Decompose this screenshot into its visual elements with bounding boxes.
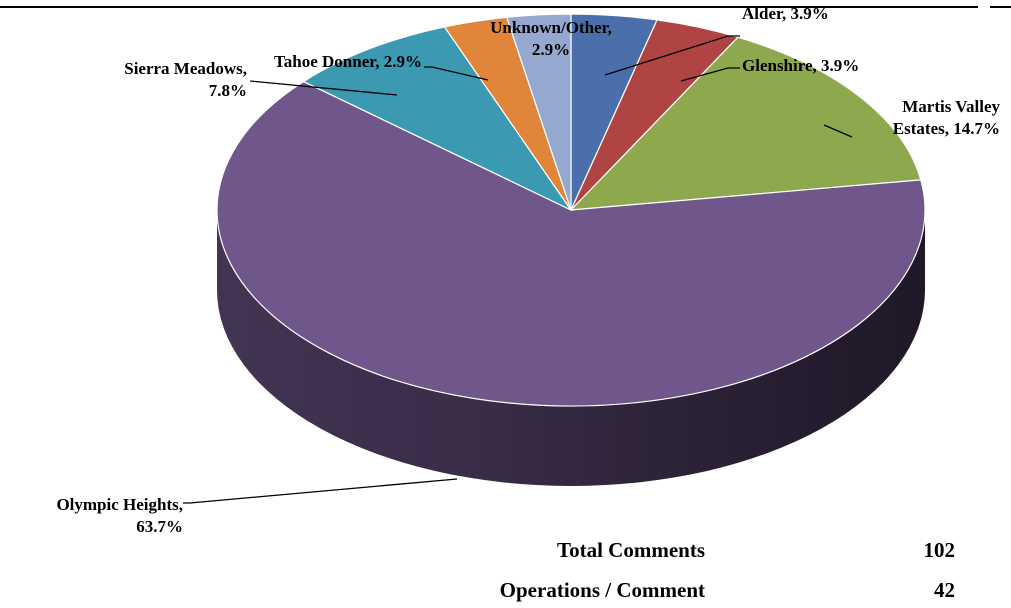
top-rule-left	[0, 6, 978, 8]
data-label-line: 7.8%	[209, 81, 247, 100]
data-label-line: Alder, 3.9%	[742, 4, 829, 23]
pie-slice-olympic-heights	[216, 80, 926, 407]
data-label-line: Glenshire, 3.9%	[742, 56, 859, 75]
top-rule-right	[990, 6, 1011, 8]
data-label-line: Olympic Heights,	[56, 495, 183, 514]
data-label-glenshire-3-9: Glenshire, 3.9%	[742, 56, 859, 75]
pie-slice-unknown-other	[505, 13, 572, 211]
data-label-unknown-other: Unknown/Other, 2.9%	[490, 18, 612, 59]
leader-line-tahoe-donner-2-9	[424, 66, 489, 81]
data-label-sierra-meadows: Sierra Meadows, 7.8%	[124, 59, 247, 100]
data-label-line: Tahoe Donner, 2.9%	[274, 52, 422, 71]
leader-line-olympic-heights	[183, 478, 458, 504]
leader-line-alder-3-9	[604, 35, 740, 76]
total-comments-value: 102	[923, 538, 956, 562]
pie-slice-martis-valley	[569, 36, 922, 211]
leader-line-sierra-meadows	[249, 80, 398, 96]
leader-line-glenshire-3-9	[680, 67, 740, 82]
data-label-line: Estates, 14.7%	[893, 119, 1000, 138]
pie-slice-sierra-meadows	[302, 26, 573, 212]
data-label-olympic-heights: Olympic Heights, 63.7%	[56, 495, 183, 536]
data-label-line: 63.7%	[136, 517, 183, 536]
operations-per-comment-label: Operations / Comment	[499, 578, 705, 602]
data-label-line: 2.9%	[532, 40, 570, 59]
data-label-line: Martis Valley	[902, 97, 1000, 116]
operations-per-comment-value: 42	[934, 578, 955, 602]
leader-line-martis-valley	[823, 124, 853, 138]
data-label-tahoe-donner-2-9: Tahoe Donner, 2.9%	[274, 52, 422, 71]
data-label-martis-valley: Martis Valley Estates, 14.7%	[893, 97, 1001, 138]
data-label-line: Unknown/Other,	[490, 18, 612, 37]
data-label-line: Sierra Meadows,	[124, 59, 247, 78]
pie-side-olympic-heights	[217, 210, 925, 486]
data-label-alder-3-9: Alder, 3.9%	[742, 4, 829, 23]
total-comments-label: Total Comments	[557, 538, 705, 562]
